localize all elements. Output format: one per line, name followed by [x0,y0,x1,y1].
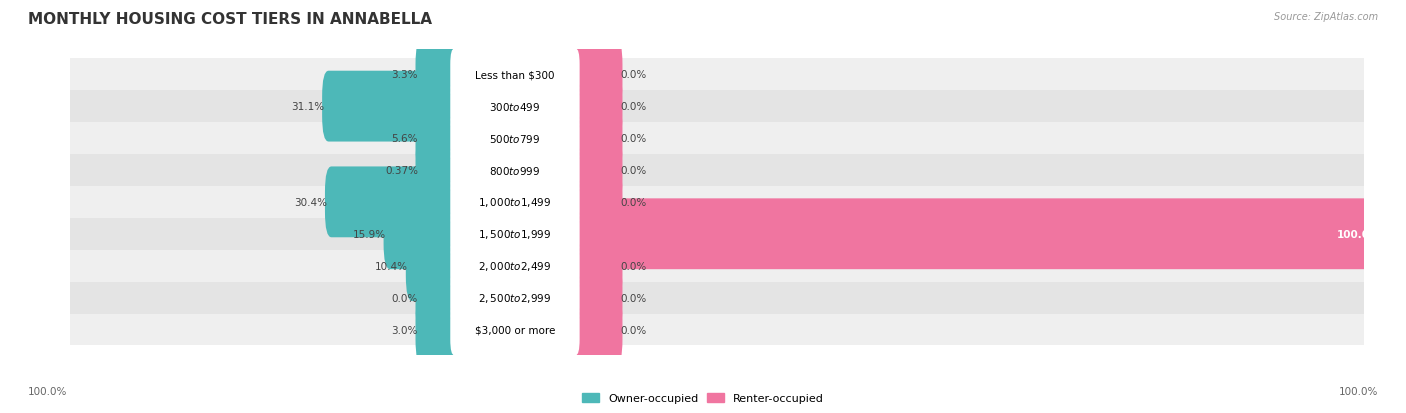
Text: 15.9%: 15.9% [353,229,387,239]
Text: $800 to $999: $800 to $999 [489,164,540,176]
Text: 0.0%: 0.0% [620,70,647,80]
Text: $500 to $799: $500 to $799 [489,133,540,145]
FancyBboxPatch shape [450,177,579,228]
Text: $2,000 to $2,499: $2,000 to $2,499 [478,259,551,273]
Text: 3.0%: 3.0% [391,325,418,335]
Text: $1,500 to $1,999: $1,500 to $1,999 [478,228,551,241]
FancyBboxPatch shape [569,231,623,301]
Text: 31.1%: 31.1% [291,102,325,112]
FancyBboxPatch shape [416,263,461,333]
Text: 0.0%: 0.0% [620,293,647,303]
Text: 0.0%: 0.0% [620,134,647,144]
Text: 100.0%: 100.0% [28,387,67,396]
FancyBboxPatch shape [569,199,1391,270]
Text: 100.0%: 100.0% [1337,229,1381,239]
FancyBboxPatch shape [384,199,461,270]
FancyBboxPatch shape [406,231,461,301]
FancyBboxPatch shape [569,40,623,110]
Text: 10.4%: 10.4% [375,261,408,271]
Text: 0.0%: 0.0% [392,293,418,303]
FancyBboxPatch shape [450,49,579,101]
Text: 0.0%: 0.0% [620,261,647,271]
FancyBboxPatch shape [322,71,461,142]
Bar [70,250,1364,282]
Bar [70,186,1364,218]
FancyBboxPatch shape [450,145,579,196]
FancyBboxPatch shape [416,294,461,365]
Bar [70,218,1364,250]
Text: 30.4%: 30.4% [294,197,328,207]
FancyBboxPatch shape [569,135,623,206]
Text: $300 to $499: $300 to $499 [489,101,540,113]
FancyBboxPatch shape [416,40,461,110]
FancyBboxPatch shape [569,294,623,365]
FancyBboxPatch shape [450,81,579,133]
Text: $3,000 or more: $3,000 or more [475,325,555,335]
Text: $2,500 to $2,999: $2,500 to $2,999 [478,292,551,304]
Text: $1,000 to $1,499: $1,000 to $1,499 [478,196,551,209]
Text: 0.0%: 0.0% [620,325,647,335]
FancyBboxPatch shape [416,135,461,206]
Bar [70,59,1364,91]
FancyBboxPatch shape [450,209,579,260]
FancyBboxPatch shape [450,240,579,292]
FancyBboxPatch shape [325,167,461,238]
Text: 0.0%: 0.0% [620,102,647,112]
FancyBboxPatch shape [450,304,579,356]
FancyBboxPatch shape [450,272,579,324]
Text: 0.0%: 0.0% [620,166,647,176]
Text: 3.3%: 3.3% [391,70,418,80]
Bar [70,314,1364,346]
FancyBboxPatch shape [569,167,623,238]
Bar [70,91,1364,123]
Text: 5.6%: 5.6% [391,134,418,144]
Bar [70,123,1364,154]
Text: 0.37%: 0.37% [385,166,418,176]
FancyBboxPatch shape [450,113,579,164]
Text: MONTHLY HOUSING COST TIERS IN ANNABELLA: MONTHLY HOUSING COST TIERS IN ANNABELLA [28,12,432,27]
FancyBboxPatch shape [569,71,623,142]
Text: Less than $300: Less than $300 [475,70,555,80]
Text: Source: ZipAtlas.com: Source: ZipAtlas.com [1274,12,1378,22]
Bar [70,282,1364,314]
FancyBboxPatch shape [569,263,623,333]
FancyBboxPatch shape [569,103,623,174]
Bar [70,154,1364,186]
Text: 0.0%: 0.0% [620,197,647,207]
Text: 100.0%: 100.0% [1339,387,1378,396]
FancyBboxPatch shape [416,103,461,174]
Legend: Owner-occupied, Renter-occupied: Owner-occupied, Renter-occupied [578,388,828,408]
